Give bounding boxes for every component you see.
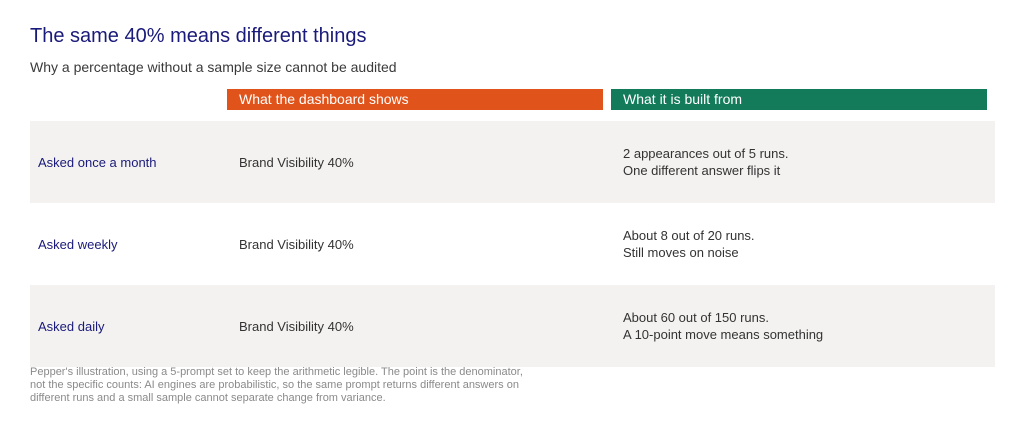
row-dashboard-value: Brand Visibility 40% <box>239 154 354 170</box>
column-header-dashboard-shows: What the dashboard shows <box>227 89 603 110</box>
row-label: Asked once a month <box>38 154 157 170</box>
row-built-from: About 8 out of 20 runs. Still moves on n… <box>623 203 755 285</box>
row-built-line-2: One different answer flips it <box>623 163 781 178</box>
footnote: Pepper's illustration, using a 5-prompt … <box>30 366 523 404</box>
page-title: The same 40% means different things <box>30 25 367 47</box>
row-label: Asked daily <box>38 318 105 334</box>
table-row-daily: Asked daily Brand Visibility 40% About 6… <box>30 285 995 367</box>
table-row-monthly: Asked once a month Brand Visibility 40% … <box>30 121 995 203</box>
row-built-from: About 60 out of 150 runs. A 10-point mov… <box>623 285 823 367</box>
row-built-line-2: Still moves on noise <box>623 245 739 260</box>
table-row-weekly: Asked weekly Brand Visibility 40% About … <box>30 203 995 285</box>
row-built-line-2: A 10-point move means something <box>623 327 824 342</box>
column-header-built-from: What it is built from <box>611 89 987 110</box>
row-label: Asked weekly <box>38 236 118 252</box>
row-built-line-1: About 8 out of 20 runs. <box>623 228 755 243</box>
row-dashboard-value: Brand Visibility 40% <box>239 236 354 252</box>
page-subtitle: Why a percentage without a sample size c… <box>30 59 397 75</box>
row-built-line-1: About 60 out of 150 runs. <box>623 310 769 325</box>
row-built-line-1: 2 appearances out of 5 runs. <box>623 146 789 161</box>
row-dashboard-value: Brand Visibility 40% <box>239 318 354 334</box>
row-built-from: 2 appearances out of 5 runs. One differe… <box>623 121 789 203</box>
